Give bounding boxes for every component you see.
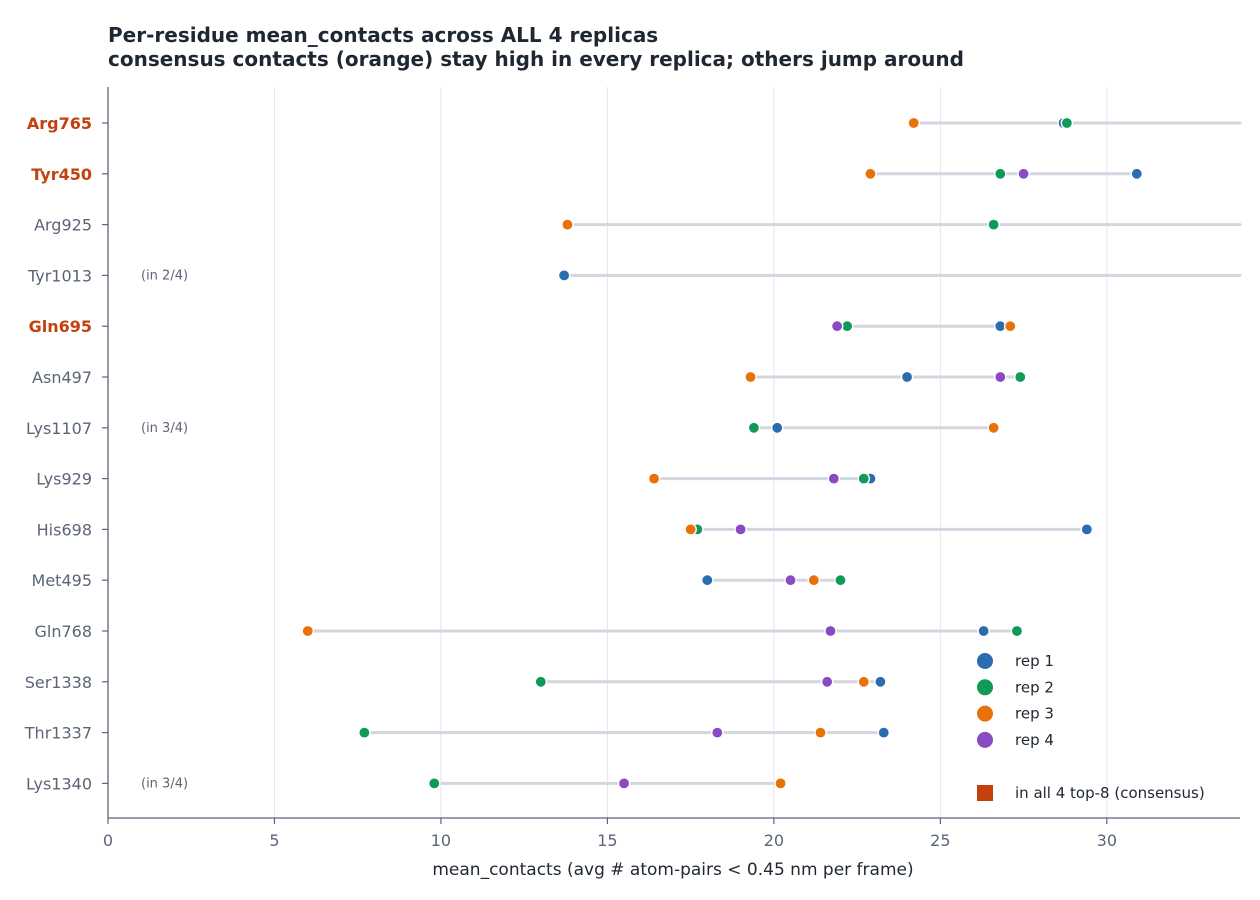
legend-label: in all 4 top-8 (consensus) bbox=[1015, 784, 1205, 802]
x-tick-label: 20 bbox=[764, 831, 784, 850]
data-point bbox=[1003, 319, 1017, 333]
data-point bbox=[684, 523, 697, 536]
data-point bbox=[907, 116, 921, 130]
data-point bbox=[874, 675, 887, 689]
data-point bbox=[830, 319, 844, 333]
data-point bbox=[1013, 370, 1027, 384]
data-point bbox=[770, 421, 784, 435]
legend-marker bbox=[977, 679, 993, 696]
residue-label: Lys929 bbox=[36, 470, 92, 489]
replica-count-note: (in 3/4) bbox=[141, 776, 188, 791]
x-tick-label: 10 bbox=[431, 831, 451, 850]
data-point bbox=[987, 421, 1000, 435]
data-point bbox=[814, 726, 827, 739]
data-point bbox=[744, 370, 757, 384]
replica-count-note: (in 3/4) bbox=[141, 421, 188, 436]
residue-label: Ser1338 bbox=[25, 673, 92, 692]
data-point bbox=[427, 777, 441, 790]
data-point bbox=[1017, 167, 1030, 181]
data-point bbox=[857, 675, 871, 689]
residue-label: Gln695 bbox=[29, 317, 92, 336]
data-point bbox=[774, 777, 787, 790]
data-point bbox=[1080, 523, 1094, 536]
residue-label: Met495 bbox=[32, 571, 92, 590]
residue-label: Arg765 bbox=[27, 114, 92, 133]
data-point bbox=[734, 523, 747, 536]
data-point bbox=[824, 624, 837, 638]
residue-label: Gln768 bbox=[34, 622, 92, 641]
data-point bbox=[857, 472, 871, 485]
data-point bbox=[827, 472, 841, 485]
data-point bbox=[834, 573, 847, 587]
x-tick-label: 0 bbox=[103, 831, 113, 850]
data-point bbox=[1060, 116, 1074, 130]
residue-label: His698 bbox=[37, 520, 92, 539]
data-point bbox=[647, 472, 661, 485]
data-point bbox=[534, 675, 548, 689]
data-point bbox=[700, 573, 714, 587]
data-point bbox=[358, 726, 371, 739]
residue-label: Lys1107 bbox=[26, 419, 92, 438]
data-point bbox=[864, 167, 877, 181]
x-axis-label: mean_contacts (avg # atom-pairs < 0.45 n… bbox=[432, 860, 913, 880]
legend-label: rep 2 bbox=[1015, 678, 1054, 696]
data-point bbox=[820, 675, 834, 689]
legend-marker bbox=[977, 731, 993, 748]
data-point bbox=[301, 624, 315, 638]
data-point bbox=[747, 421, 761, 435]
legend-label: rep 3 bbox=[1015, 705, 1054, 723]
x-tick-label: 25 bbox=[930, 831, 950, 850]
data-point bbox=[617, 777, 631, 790]
residue-label: Arg925 bbox=[34, 216, 92, 235]
data-point bbox=[1130, 167, 1144, 181]
chart-title: Per-residue mean_contacts across ALL 4 r… bbox=[108, 23, 658, 47]
data-point bbox=[987, 218, 1000, 231]
chart-subtitle: consensus contacts (orange) stay high in… bbox=[108, 47, 964, 71]
residue-label: Tyr450 bbox=[31, 165, 92, 184]
residue-label: Asn497 bbox=[32, 368, 92, 387]
data-point bbox=[710, 726, 724, 739]
data-point bbox=[900, 370, 914, 384]
data-point bbox=[993, 370, 1007, 384]
data-point bbox=[807, 573, 821, 587]
residue-label: Thr1337 bbox=[24, 724, 92, 743]
legend-label: rep 1 bbox=[1015, 652, 1054, 670]
data-point bbox=[877, 726, 891, 739]
x-tick-label: 5 bbox=[269, 831, 279, 850]
legend-consensus-marker bbox=[977, 785, 993, 801]
data-points bbox=[301, 116, 1144, 790]
axes: 0 5 10 15 20 25 30 bbox=[102, 87, 1240, 850]
legend-marker bbox=[977, 653, 993, 669]
replica-count-note: (in 2/4) bbox=[141, 268, 188, 283]
residue-labels: Arg765 Tyr450 Arg925 Tyr1013 (in 2/4) Gln695 A… bbox=[24, 114, 188, 793]
data-point bbox=[977, 624, 990, 638]
x-tick-label: 15 bbox=[597, 831, 617, 850]
data-point bbox=[561, 218, 574, 231]
legend-label: rep 4 bbox=[1015, 731, 1054, 749]
data-point bbox=[784, 573, 797, 587]
legend-marker bbox=[977, 705, 993, 722]
x-tick-label: 30 bbox=[1097, 831, 1117, 850]
data-point bbox=[1010, 624, 1024, 638]
residue-label: Lys1340 bbox=[26, 774, 92, 793]
grid bbox=[273, 87, 1108, 818]
data-point bbox=[993, 167, 1007, 181]
data-point bbox=[557, 269, 571, 282]
residue-label: Tyr1013 bbox=[27, 266, 92, 285]
legend: rep 1 rep 2 rep 3 rep 4 in all 4 top-8 (cons… bbox=[977, 652, 1205, 802]
